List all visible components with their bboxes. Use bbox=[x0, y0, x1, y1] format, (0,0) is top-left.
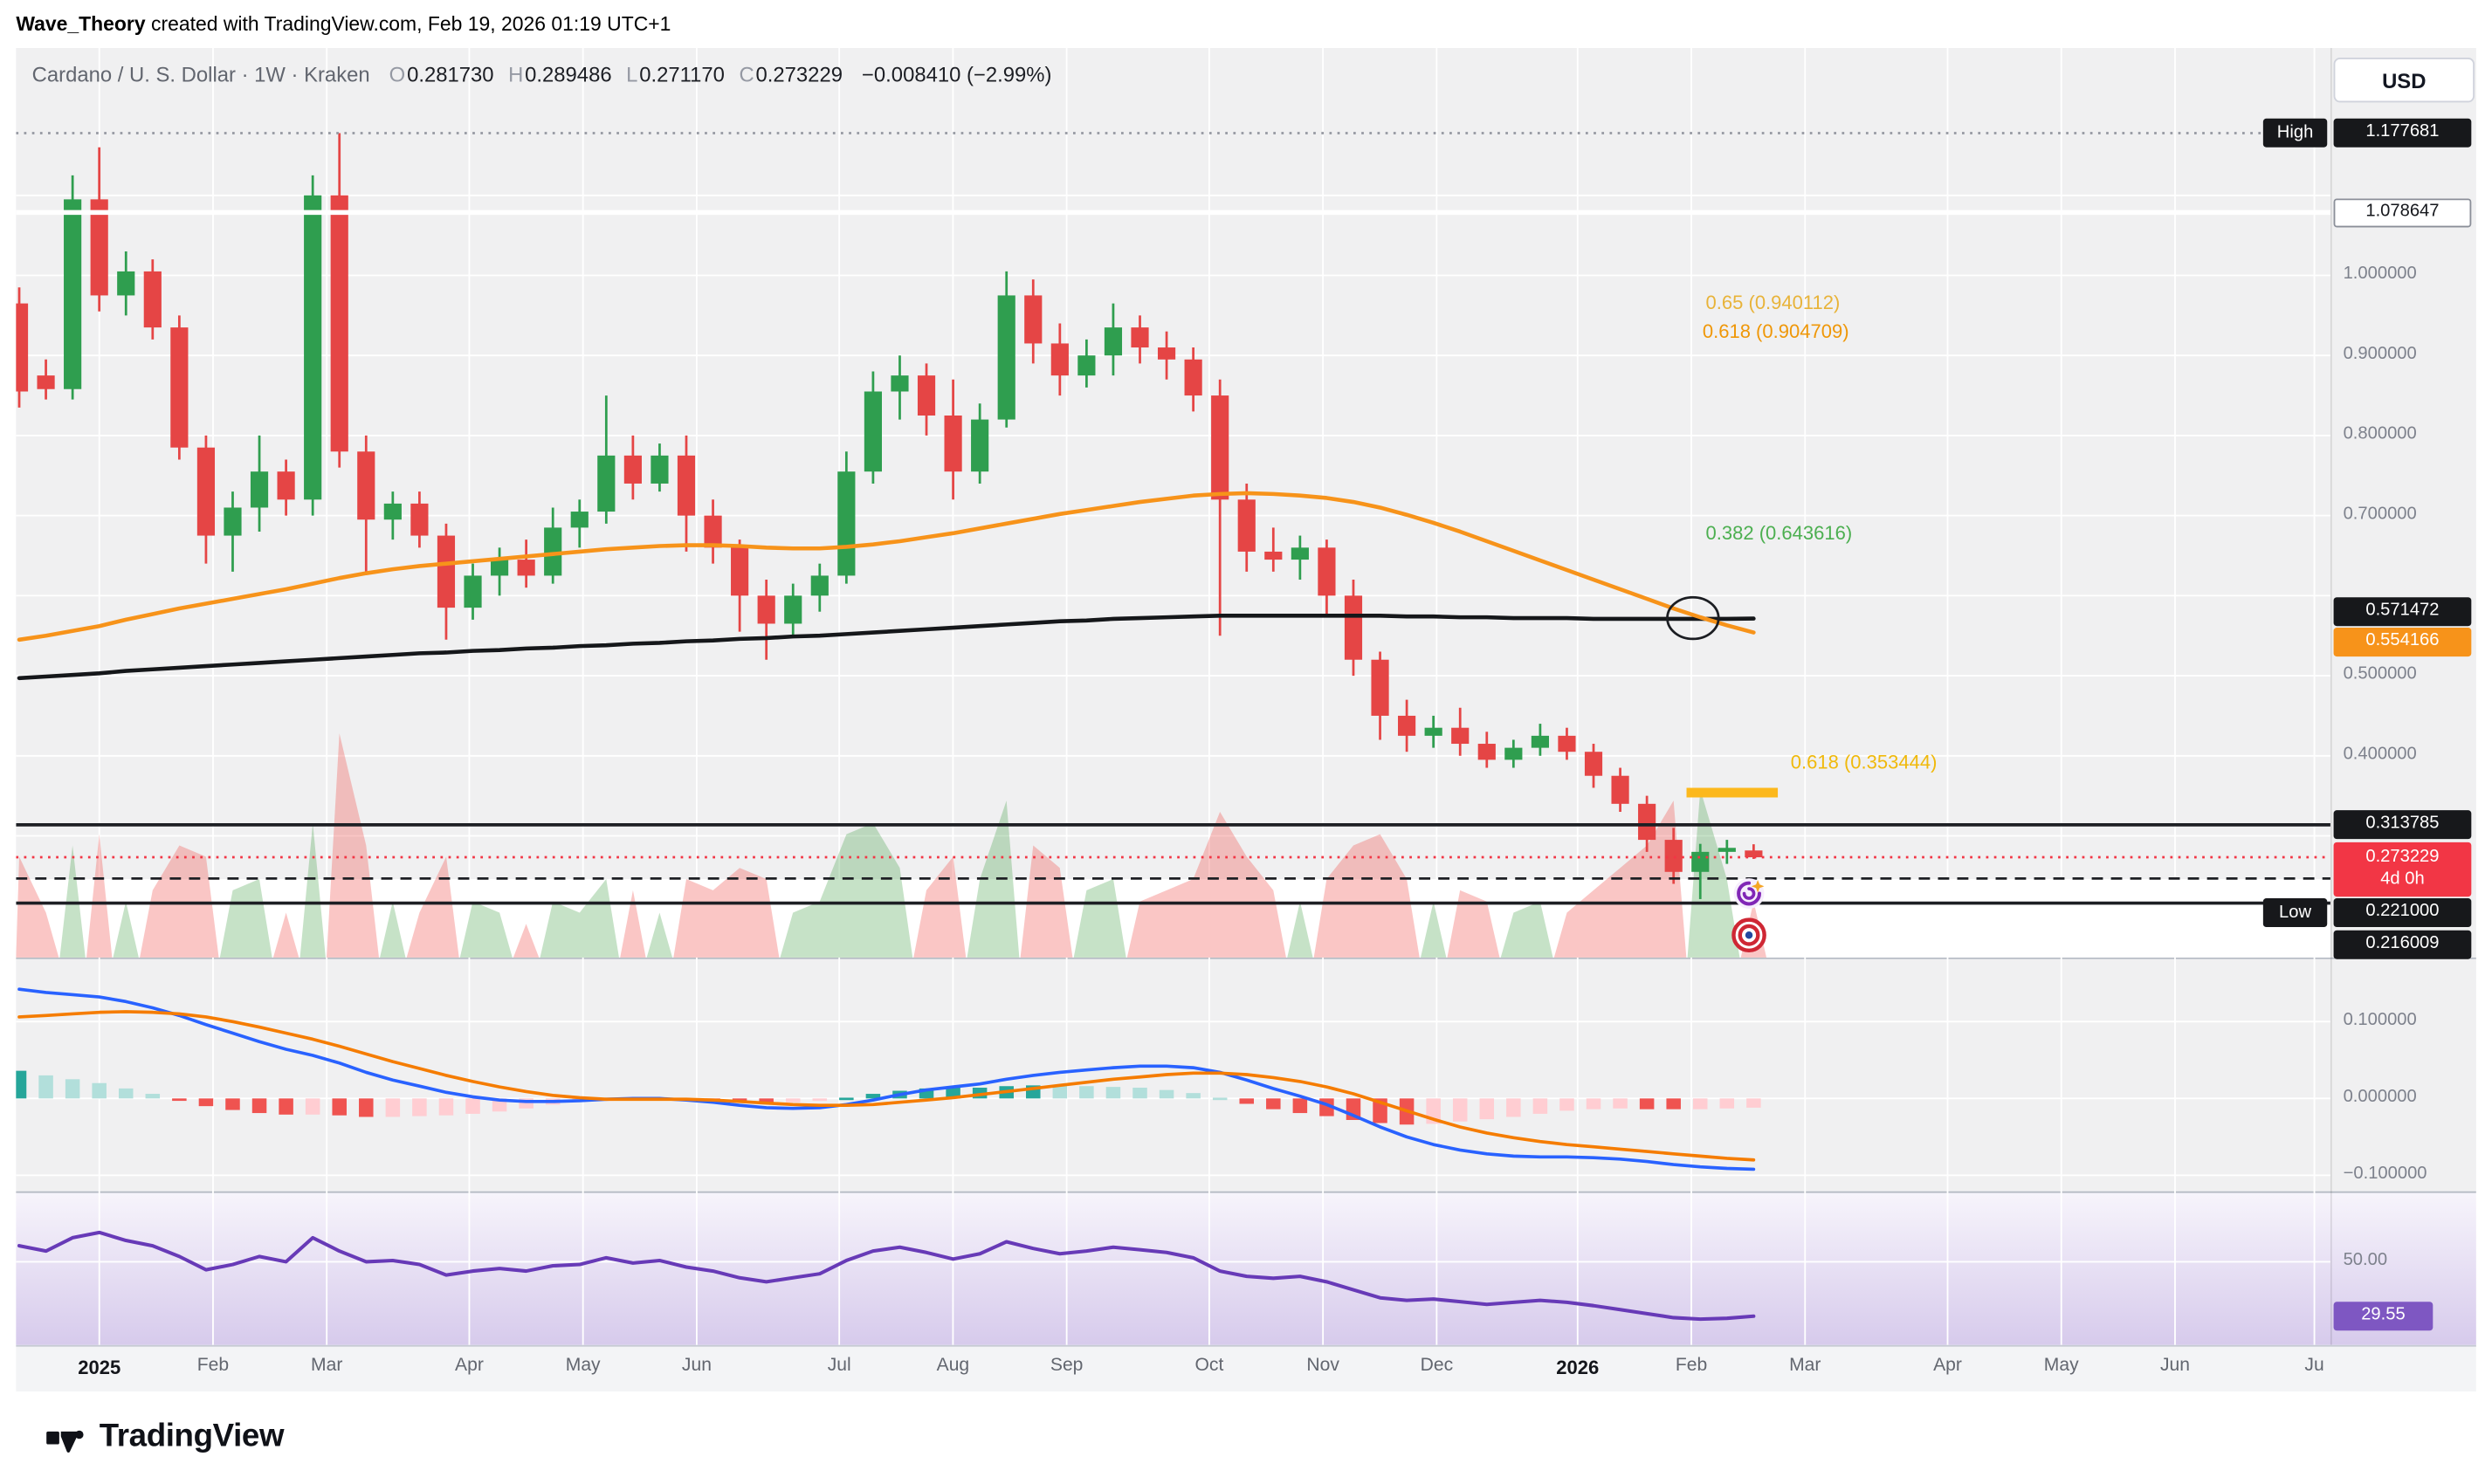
time-tick: Sep bbox=[1050, 1356, 1084, 1376]
time-tick: 2025 bbox=[78, 1356, 121, 1379]
time-tick: Feb bbox=[196, 1356, 230, 1376]
time-tick: Nov bbox=[1306, 1356, 1339, 1376]
time-tick: Jun bbox=[2159, 1356, 2190, 1376]
close-value: 0.273229 bbox=[755, 62, 843, 87]
time-tick: Feb bbox=[1675, 1356, 1708, 1376]
time-tick: Mar bbox=[1789, 1356, 1821, 1376]
credit-author: Wave_Theory bbox=[16, 12, 146, 36]
time-tick: Ju bbox=[2304, 1356, 2324, 1376]
price-chart-canvas[interactable] bbox=[16, 48, 2475, 1390]
target-roundel-icon[interactable] bbox=[1731, 917, 1766, 953]
currency-selector-button[interactable]: USD bbox=[2333, 58, 2475, 103]
time-tick: May bbox=[2043, 1356, 2079, 1376]
pane-separator[interactable] bbox=[16, 957, 2476, 959]
sparkle-swirl-icon[interactable] bbox=[1731, 876, 1766, 910]
chart-credit: Wave_Theory created with TradingView.com… bbox=[16, 13, 671, 36]
time-tick: Aug bbox=[936, 1356, 970, 1376]
low-label: L bbox=[626, 62, 638, 87]
time-tick: Apr bbox=[455, 1356, 484, 1376]
tradingview-logo-icon bbox=[46, 1430, 84, 1453]
open-label: O bbox=[389, 62, 406, 87]
credit-text: created with TradingView.com, Feb 19, 20… bbox=[145, 12, 671, 36]
time-tick: Oct bbox=[1194, 1356, 1224, 1376]
low-value: 0.271170 bbox=[639, 62, 725, 87]
tradingview-logo-text: TradingView bbox=[99, 1418, 285, 1453]
time-tick: 2026 bbox=[1556, 1356, 1600, 1379]
close-label: C bbox=[739, 62, 754, 87]
time-tick: Jun bbox=[681, 1356, 712, 1376]
time-tick: Mar bbox=[311, 1356, 343, 1376]
ohlc-values: O 0.281730 H 0.289486 L 0.271170 C 0.273229 bbox=[389, 63, 843, 87]
time-axis[interactable]: 2025 Feb Mar Apr May Jun Jul Aug Sep Oct Nov Dec 202… bbox=[16, 1344, 2476, 1392]
chart-widget: Cardano / U. S. Dollar · 1W · Kraken O 0.… bbox=[16, 48, 2476, 1392]
time-tick: Jul bbox=[827, 1356, 851, 1376]
symbol-legend[interactable]: Cardano / U. S. Dollar · 1W · Kraken O 0.… bbox=[32, 63, 1052, 87]
time-tick: May bbox=[565, 1356, 601, 1376]
time-tick: Apr bbox=[1933, 1356, 1962, 1376]
change-value: −0.008410 (−2.99%) bbox=[861, 62, 1052, 87]
tradingview-logo[interactable]: TradingView bbox=[45, 1416, 284, 1458]
pane-separator[interactable] bbox=[16, 1191, 2476, 1193]
symbol-title[interactable]: Cardano / U. S. Dollar · 1W · Kraken bbox=[31, 62, 370, 87]
high-value: 0.289486 bbox=[525, 62, 612, 87]
price-axis-separator bbox=[2330, 48, 2332, 1345]
open-value: 0.281730 bbox=[407, 62, 494, 87]
time-tick: Dec bbox=[1420, 1356, 1454, 1376]
high-label: H bbox=[508, 62, 524, 87]
